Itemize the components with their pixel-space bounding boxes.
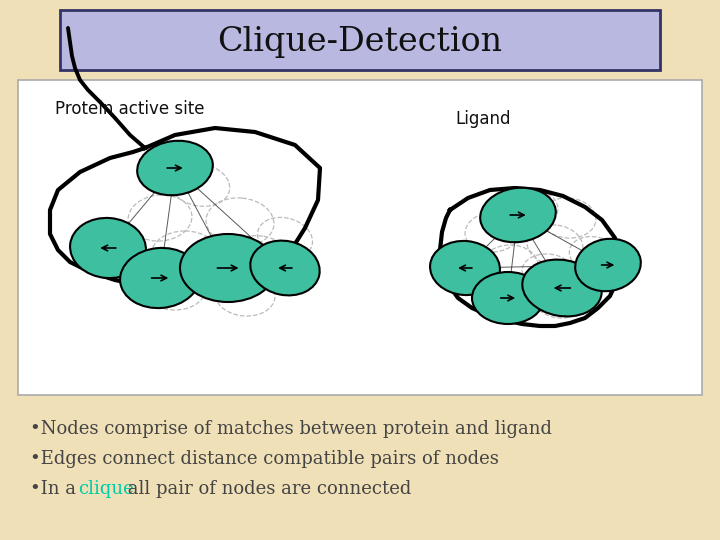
Text: Ligand: Ligand [455, 110, 510, 128]
Text: Clique-Detection: Clique-Detection [217, 26, 503, 58]
Ellipse shape [138, 141, 213, 195]
Ellipse shape [70, 218, 146, 278]
Ellipse shape [472, 272, 544, 324]
Text: •In a: •In a [30, 480, 82, 498]
Text: all pair of nodes are connected: all pair of nodes are connected [122, 480, 411, 498]
Text: clique: clique [78, 480, 134, 498]
Ellipse shape [430, 241, 500, 295]
Text: •Edges connect distance compatible pairs of nodes: •Edges connect distance compatible pairs… [30, 450, 499, 468]
Ellipse shape [251, 241, 320, 295]
Ellipse shape [180, 234, 276, 302]
FancyBboxPatch shape [60, 10, 660, 70]
Ellipse shape [480, 188, 556, 242]
FancyBboxPatch shape [18, 80, 702, 395]
Text: •Nodes comprise of matches between protein and ligand: •Nodes comprise of matches between prote… [30, 420, 552, 438]
Ellipse shape [120, 248, 200, 308]
Ellipse shape [575, 239, 641, 291]
Ellipse shape [522, 260, 602, 316]
Text: Protein active site: Protein active site [55, 100, 204, 118]
